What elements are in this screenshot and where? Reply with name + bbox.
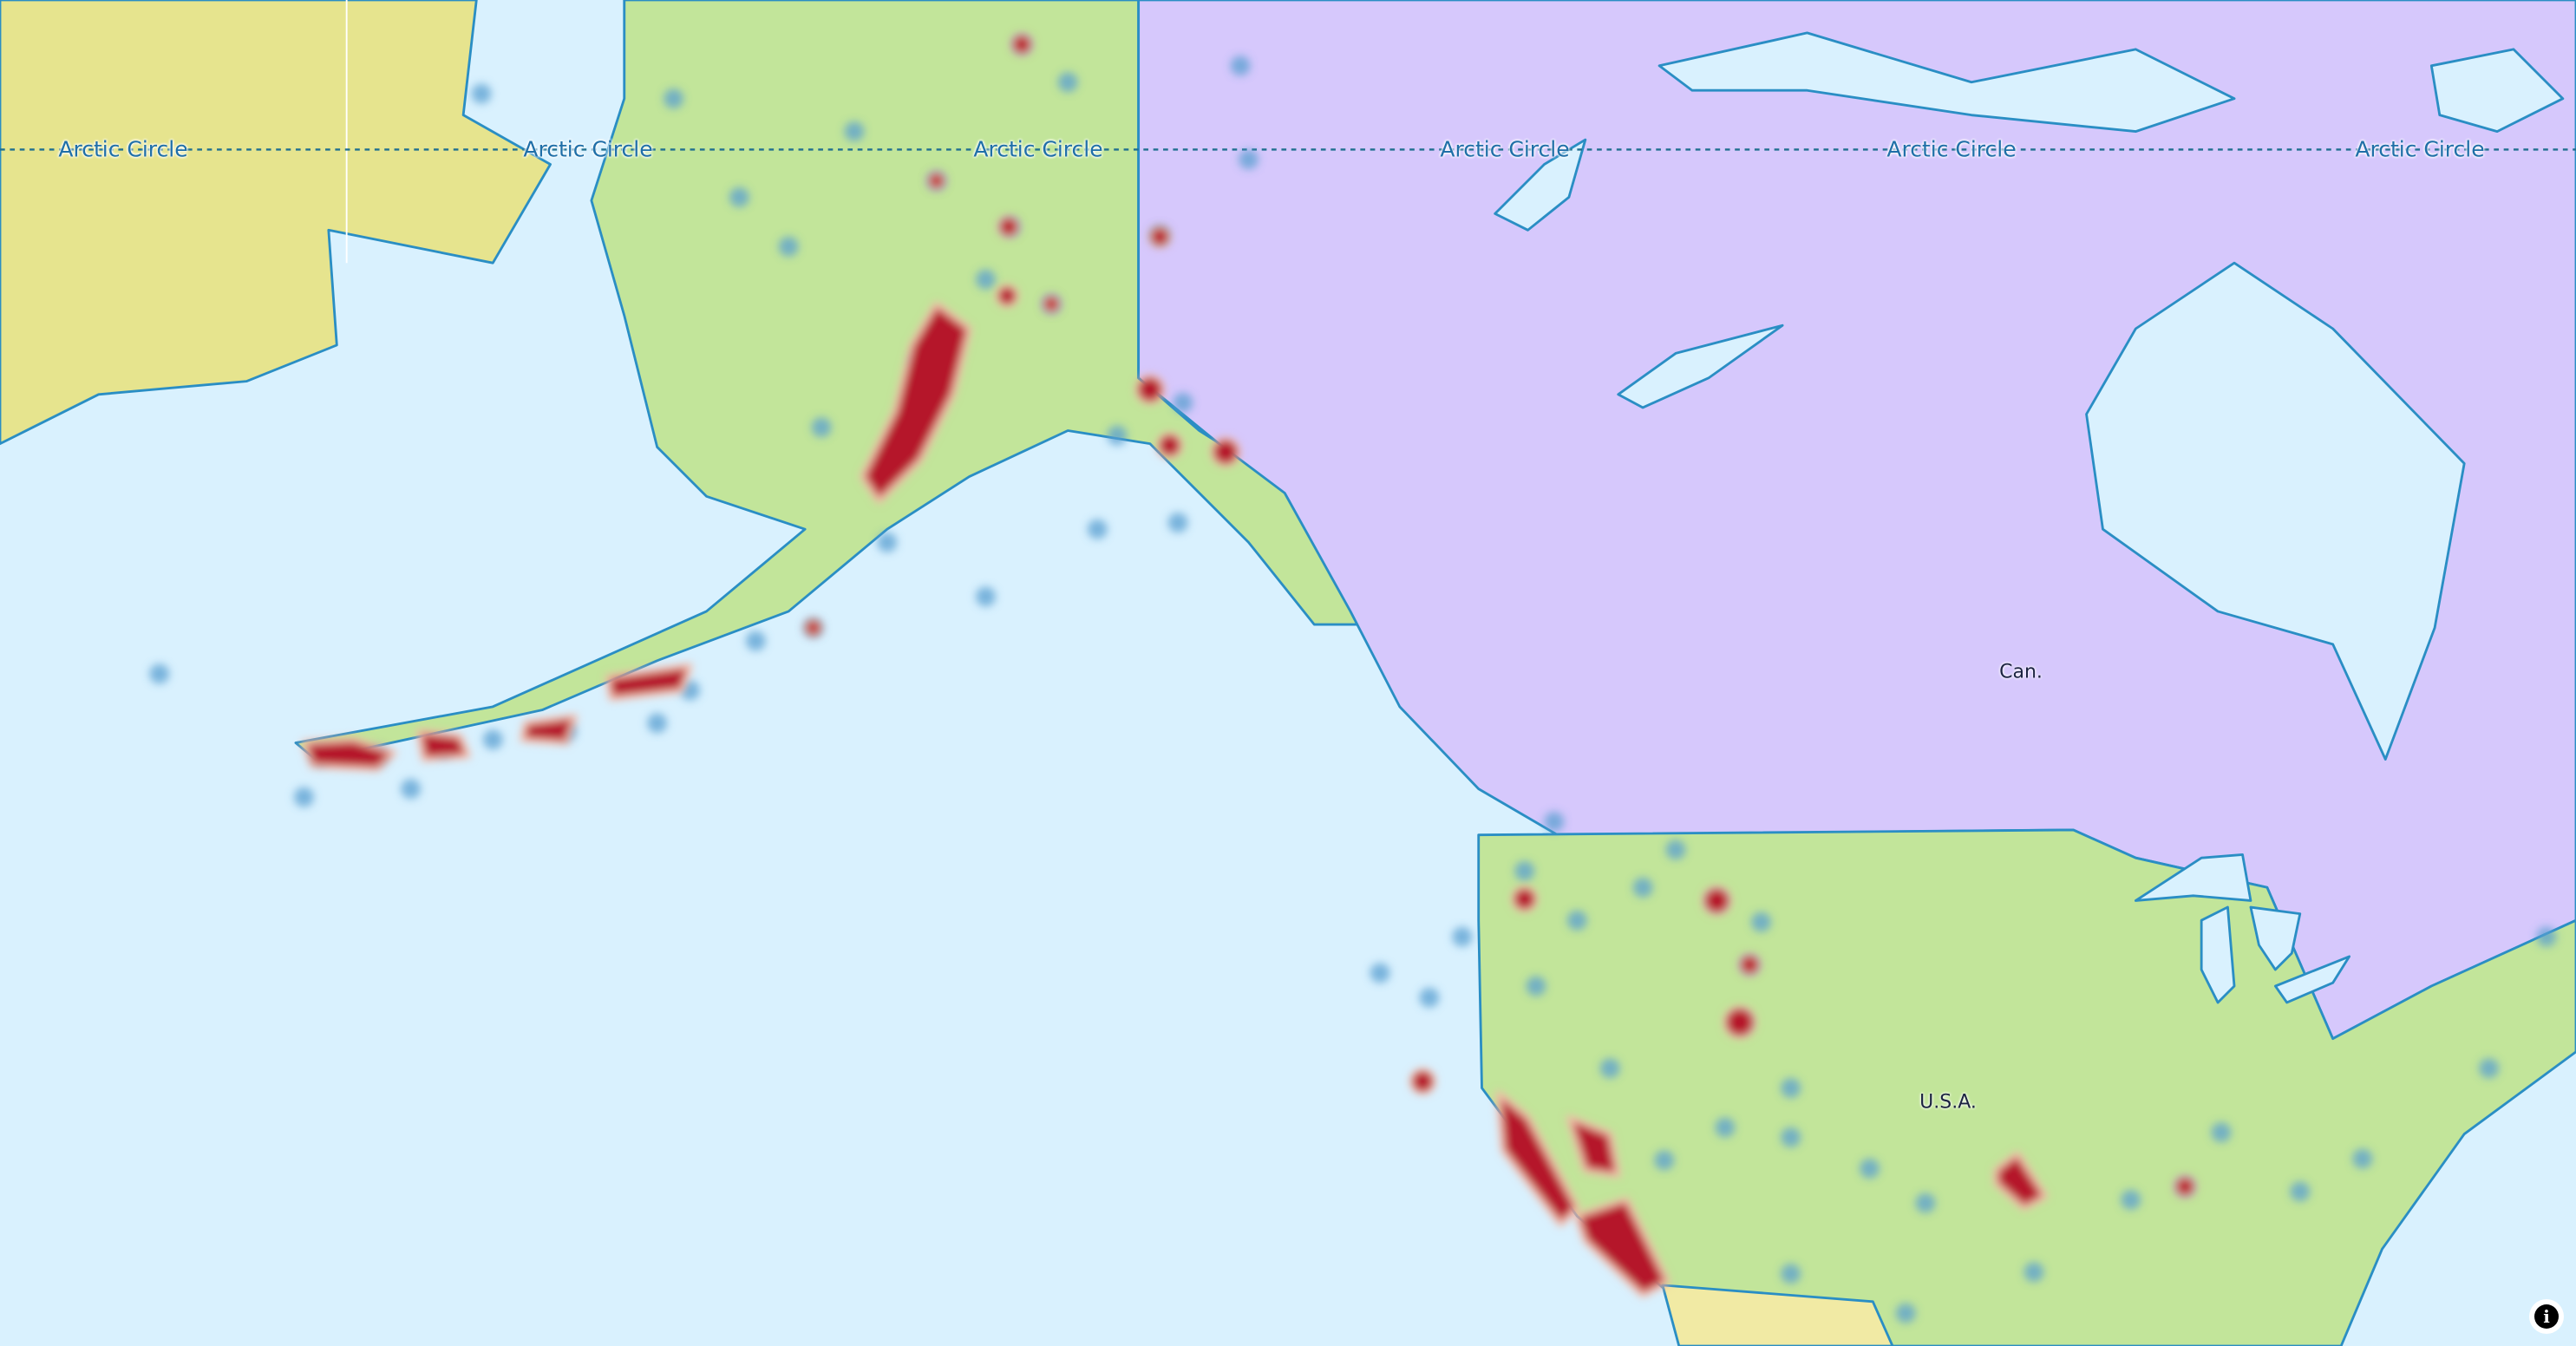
heat-point [1654, 1150, 1675, 1171]
heat-point [1526, 976, 1546, 996]
lake-michigan [2200, 905, 2236, 1004]
heatmap-high-layer [301, 32, 2197, 1298]
heat-point [2536, 926, 2557, 947]
heat-point [1751, 911, 1771, 932]
country-label-canada: Can. [1999, 661, 2043, 683]
heat-point [482, 729, 503, 750]
heat-point-hot [1147, 225, 1172, 249]
heat-point [647, 713, 668, 734]
heat-point [2290, 1181, 2311, 1202]
arctic-archipelago-water [1657, 31, 2236, 134]
heat-point [1599, 1058, 1620, 1079]
heat-point-hot [1210, 437, 1241, 467]
heat-point [1895, 1303, 1916, 1323]
heat-point [1781, 1127, 1801, 1147]
heat-point [1781, 1078, 1801, 1098]
heat-point [1230, 56, 1251, 76]
lake-huron [2249, 905, 2302, 971]
heat-cluster [301, 736, 397, 772]
heat-point [2024, 1262, 2044, 1283]
heat-point [729, 187, 749, 207]
heat-point-hot [1041, 294, 1062, 314]
arctic-circle-label: Arctic Circle [2355, 136, 2485, 162]
heat-point [844, 121, 865, 141]
heat-point-hot [803, 617, 823, 638]
heat-point-hot [1134, 375, 1165, 405]
heat-point [778, 236, 799, 257]
heat-point [1665, 840, 1686, 860]
arctic-circle-label: Arctic Circle [523, 136, 653, 162]
heat-point [1632, 877, 1653, 898]
heat-point [1419, 987, 1440, 1008]
arctic-circle-label: Arctic Circle [1440, 136, 1570, 162]
heat-cluster [860, 301, 972, 504]
heat-cluster [605, 663, 693, 702]
heat-cluster [416, 729, 471, 762]
heat-point-hot [926, 171, 947, 191]
victoria-island-water [1494, 138, 1587, 232]
lake-erie [2273, 955, 2351, 1004]
hudson-bay [2085, 261, 2466, 761]
heat-point [1087, 519, 1108, 539]
heat-point [976, 269, 996, 290]
heat-cluster [1993, 1151, 2049, 1211]
heat-point [664, 88, 683, 109]
heat-point [1239, 149, 1259, 170]
heat-point [1860, 1158, 1880, 1179]
heat-point-hot [1723, 1005, 1756, 1039]
heat-point-hot [2173, 1174, 2197, 1199]
arctic-circle-label: Arctic Circle [58, 136, 188, 162]
heat-point [149, 663, 170, 684]
great-bear-lake [1617, 323, 1784, 409]
heat-point [2352, 1148, 2373, 1169]
heat-point [976, 586, 996, 607]
heat-point [1715, 1117, 1736, 1138]
arctic-circle-label: Arctic Circle [973, 136, 1103, 162]
heat-point [1915, 1192, 1936, 1213]
heat-point-hot [1737, 953, 1762, 977]
heat-point-hot [1511, 885, 1538, 912]
heat-point [401, 779, 421, 799]
heat-point-hot [1702, 885, 1732, 916]
heat-point [294, 787, 314, 807]
heat-point [1173, 392, 1193, 413]
heat-cluster [1574, 1197, 1670, 1298]
heat-point [1057, 72, 1078, 93]
heat-cluster [520, 714, 578, 746]
heat-point [811, 417, 832, 438]
lake-superior [2134, 853, 2252, 902]
heat-point [1167, 513, 1188, 533]
info-button[interactable]: i [2529, 1299, 2564, 1334]
info-icon: i [2534, 1304, 2559, 1329]
heat-point [1514, 860, 1535, 881]
heat-point [1107, 425, 1128, 446]
heat-point [1781, 1264, 1801, 1284]
heat-point-hot [1010, 32, 1034, 56]
heat-point-hot [997, 215, 1021, 238]
heat-point [877, 532, 898, 552]
country-label-usa: U.S.A. [1919, 1091, 1977, 1114]
land-mexico [1661, 1284, 1894, 1346]
heat-point [1370, 963, 1390, 983]
heat-cluster [1495, 1090, 1580, 1227]
arctic-circle-label: Arctic Circle [1886, 136, 2017, 162]
land-russia [0, 0, 552, 446]
heat-point [745, 631, 766, 651]
heat-point [1567, 910, 1587, 931]
heat-point [1452, 926, 1473, 947]
heat-cluster [1566, 1114, 1621, 1178]
heat-point [471, 83, 492, 104]
heat-point [2211, 1122, 2232, 1143]
heat-point [2479, 1058, 2499, 1079]
heat-point [2121, 1189, 2141, 1210]
heat-point-hot [1156, 432, 1183, 459]
heat-point-hot [995, 284, 1019, 308]
heat-point-hot [1409, 1068, 1436, 1095]
baffin-water [2429, 48, 2565, 134]
heat-point [1544, 812, 1565, 832]
